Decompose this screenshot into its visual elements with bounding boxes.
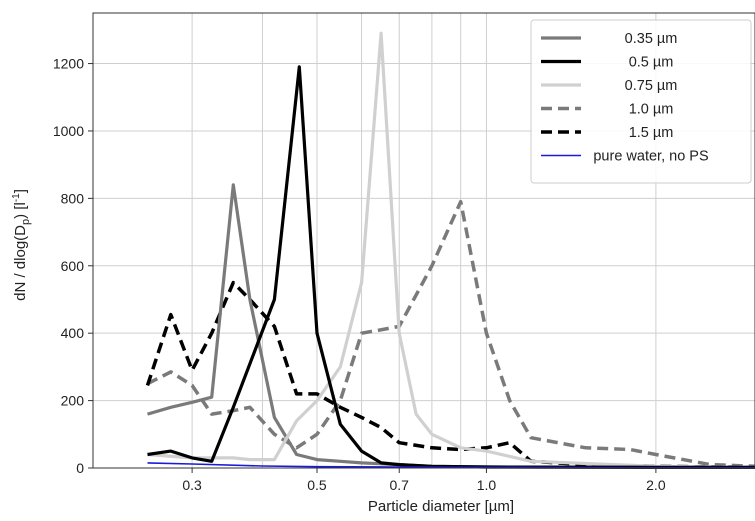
legend-label: 1.0 µm — [629, 102, 674, 118]
series-line-4 — [145, 280, 755, 470]
y-axis-ticks: 0 200 400 600 800 1000 1200 — [53, 56, 93, 476]
plot-frame — [92, 12, 755, 469]
x-tick-label: 2.0 — [646, 477, 666, 493]
x-tick-label: 0.7 — [390, 477, 410, 493]
series-line-0 — [147, 183, 755, 469]
y-tick-label: 600 — [61, 258, 85, 274]
legend-label: 0.5 µm — [629, 55, 674, 71]
legend-box — [530, 19, 752, 184]
x-axis-label: Particle diameter [µm] — [368, 498, 514, 515]
x-tick-label: 0.5 — [307, 477, 327, 493]
series-line-2 — [147, 31, 755, 469]
legend-label: 0.75 µm — [625, 78, 678, 94]
x-tick-label: 1.0 — [477, 477, 497, 493]
y-axis-label: dN / dlog(Dp) [l-1] — [11, 189, 32, 301]
series-line-3 — [146, 199, 755, 469]
y-tick-label: 800 — [61, 190, 85, 206]
x-axis-ticks: 0.3 0.5 0.7 1.0 2.0 — [182, 468, 666, 493]
y-tick-label: 200 — [61, 393, 85, 409]
legend-label: pure water, no PS — [593, 149, 708, 165]
y-tick-label: 1200 — [53, 56, 84, 72]
legend: 0.35 µm 0.5 µm 0.75 µm 1.0 µm 1.5 µm pure wat… — [530, 19, 752, 184]
y-tick-label: 0 — [76, 460, 84, 476]
x-tick-label: 0.3 — [182, 477, 202, 493]
y-tick-label: 1000 — [53, 123, 84, 139]
legend-label: 0.35 µm — [625, 31, 678, 47]
y-tick-label: 400 — [61, 325, 85, 341]
legend-label: 1.5 µm — [629, 125, 674, 141]
